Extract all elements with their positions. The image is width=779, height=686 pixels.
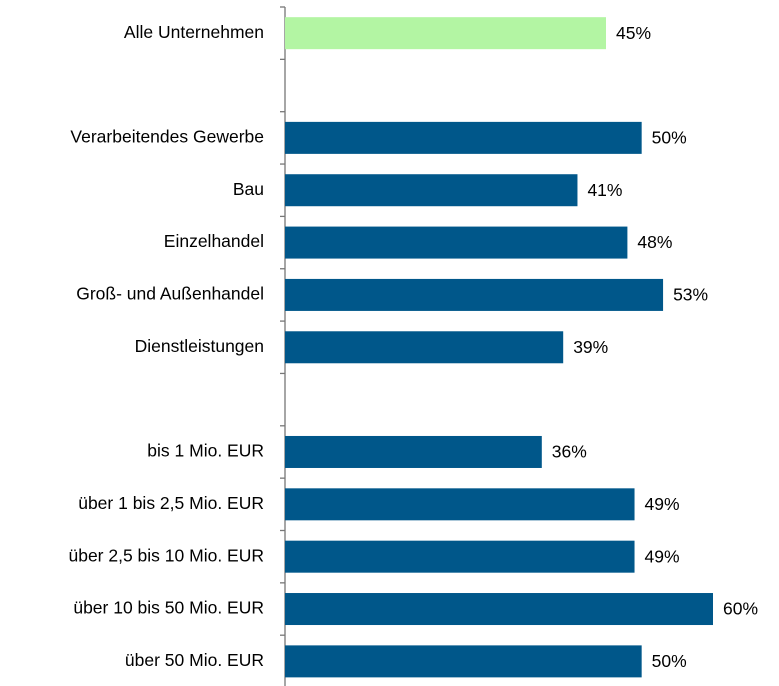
category-label: bis 1 Mio. EUR (147, 441, 264, 461)
category-label: über 2,5 bis 10 Mio. EUR (68, 545, 264, 565)
bar (285, 540, 635, 573)
bar (285, 121, 642, 154)
bar (285, 435, 542, 468)
category-label: über 10 bis 50 Mio. EUR (73, 598, 264, 618)
category-label: über 50 Mio. EUR (125, 650, 264, 670)
bar (285, 17, 606, 50)
bar (285, 331, 564, 364)
value-label: 60% (723, 599, 758, 619)
category-label: Bau (233, 179, 264, 199)
value-label: 50% (652, 128, 687, 148)
category-label: Einzelhandel (164, 231, 264, 251)
value-label: 39% (573, 337, 608, 357)
bar (285, 593, 713, 626)
bar (285, 174, 578, 207)
category-label: Groß- und Außenhandel (76, 284, 264, 304)
value-label: 53% (673, 285, 708, 305)
value-label: 36% (552, 442, 587, 462)
bar (285, 278, 664, 311)
category-label: Verarbeitendes Gewerbe (70, 127, 264, 147)
category-label: über 1 bis 2,5 Mio. EUR (78, 493, 264, 513)
value-label: 49% (645, 546, 680, 566)
bar (285, 226, 628, 259)
bar (285, 645, 642, 678)
value-label: 45% (616, 23, 651, 43)
category-label: Dienstleistungen (135, 336, 264, 356)
value-label: 50% (652, 651, 687, 671)
category-label: Alle Unternehmen (124, 22, 264, 42)
value-label: 41% (587, 180, 622, 200)
value-label: 49% (645, 494, 680, 514)
bar (285, 488, 635, 521)
value-label: 48% (637, 232, 672, 252)
